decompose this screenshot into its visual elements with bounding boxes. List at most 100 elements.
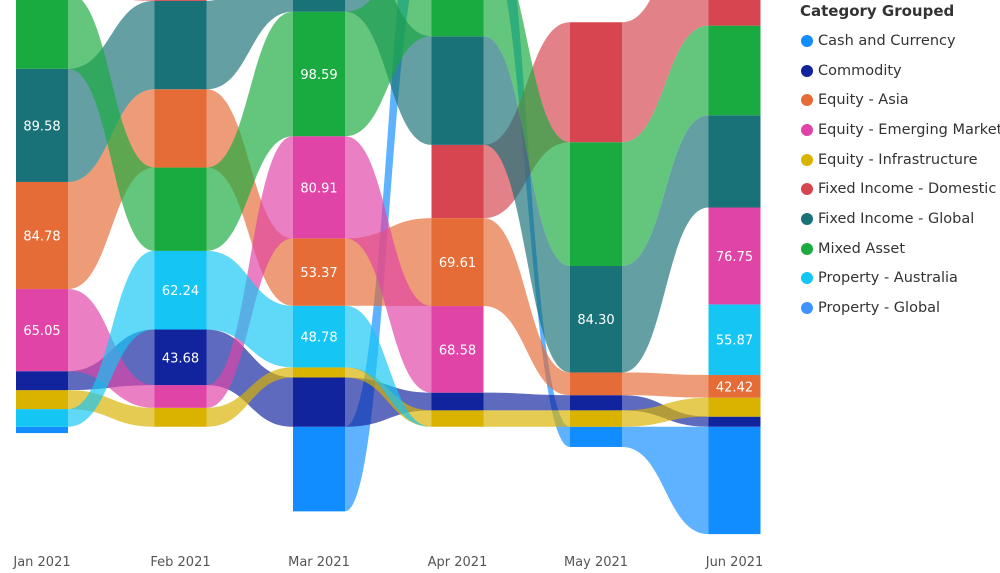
legend-label: Fixed Income - Global — [818, 210, 975, 227]
bar-equity-asia-jun-2021[interactable] — [708, 374, 761, 398]
bar-equity-emerging-markets-feb-2021[interactable] — [154, 385, 207, 408]
bar-mixed-asset-mar-2021[interactable] — [293, 11, 345, 137]
data-label-equity-asia: 42.42 — [716, 380, 753, 395]
bar-equity-infrastructure-feb-2021[interactable] — [154, 407, 207, 427]
bar-cash-and-currency-jan-2021[interactable] — [16, 426, 68, 434]
legend-label: Mixed Asset — [818, 240, 906, 257]
legend-label: Equity - Infrastructure — [818, 151, 978, 168]
ribbon-property-australia-2 — [206, 250, 293, 368]
ribbon-commodity-2 — [206, 329, 293, 427]
bar-mixed-asset-apr-2021[interactable] — [431, 0, 484, 37]
bar-cash-and-currency-jun-2021[interactable] — [708, 426, 761, 535]
legend-dot-icon — [801, 64, 813, 77]
x-tick-label: Feb 2021 — [150, 555, 210, 570]
legend-item-property-australia[interactable]: Property - Australia — [798, 264, 998, 294]
bar-fixed-income-global-jun-2021[interactable] — [708, 115, 761, 208]
ribbon-cash-and-currency-5 — [622, 426, 709, 535]
legend-dot-icon — [801, 34, 813, 47]
bar-cash-and-currency-may-2021[interactable] — [570, 426, 622, 447]
bar-fixed-income-global-may-2021[interactable] — [570, 265, 622, 373]
bar-equity-emerging-markets-jan-2021[interactable] — [16, 289, 68, 372]
bar-commodity-mar-2021[interactable] — [293, 377, 345, 427]
bar-property-australia-mar-2021[interactable] — [293, 305, 345, 368]
bar-cash-and-currency-mar-2021[interactable] — [293, 426, 345, 512]
bar-equity-asia-may-2021[interactable] — [570, 372, 622, 396]
legend-label: Property - Australia — [818, 270, 958, 287]
bar-mixed-asset-may-2021[interactable] — [570, 142, 622, 266]
legend-dot-icon — [801, 272, 813, 285]
legend-item-cash-and-currency[interactable]: Cash and Currency — [798, 26, 998, 56]
bar-mixed-asset-jan-2021[interactable] — [16, 0, 68, 69]
bar-equity-asia-jan-2021[interactable] — [16, 181, 68, 290]
legend-item-property-global[interactable]: Property - Global — [798, 293, 998, 323]
ribbon-fixed-income-global-4 — [483, 36, 570, 373]
bar-equity-asia-mar-2021[interactable] — [293, 238, 345, 306]
bar-mixed-asset-feb-2021[interactable] — [154, 167, 207, 251]
ribbon-chart: 89.58 84.78 65.05 62.24 43.68 98.59 80.91 53.37… — [12, 0, 763, 570]
data-label-equity-emerging-markets: 68.58 — [439, 343, 476, 358]
legend-item-fixed-income-global[interactable]: Fixed Income - Global — [798, 204, 998, 234]
legend-dot-icon — [801, 302, 813, 315]
ribbon-commodity-4 — [483, 392, 570, 411]
bar-commodity-jan-2021[interactable] — [16, 371, 68, 391]
bar-commodity-may-2021[interactable] — [570, 395, 622, 411]
ribbon-equity-asia-1 — [68, 89, 155, 290]
data-label-equity-emerging-markets: 65.05 — [23, 324, 60, 339]
bar-equity-emerging-markets-jun-2021[interactable] — [708, 207, 761, 305]
ribbon-fixed-income-domestic-5 — [622, 0, 709, 143]
data-label-property-australia: 48.78 — [300, 331, 337, 346]
bar-fixed-income-global-mar-2021[interactable] — [293, 0, 345, 12]
bar-commodity-apr-2021[interactable] — [431, 392, 484, 411]
legend-item-fixed-income-domestic[interactable]: Fixed Income - Domestic — [798, 174, 998, 204]
bar-commodity-jun-2021[interactable] — [708, 416, 761, 427]
ribbon-property-australia-3 — [345, 305, 432, 427]
legend-items: Cash and Currency Commodity Equity - Asia E… — [798, 26, 1000, 323]
legend-item-equity-asia[interactable]: Equity - Asia — [798, 85, 998, 115]
bar-equity-asia-apr-2021[interactable] — [431, 218, 484, 307]
ribbon-equity-infrastructure-5 — [622, 397, 709, 427]
legend-label: Equity - Asia — [818, 92, 909, 109]
ribbons-layer — [68, 0, 709, 535]
bar-equity-asia-feb-2021[interactable] — [154, 89, 207, 168]
bar-fixed-income-domestic-apr-2021[interactable] — [431, 144, 484, 219]
bar-mixed-asset-jun-2021[interactable] — [708, 25, 761, 116]
data-label-equity-emerging-markets: 76.75 — [716, 250, 753, 265]
bar-fixed-income-domestic-jun-2021[interactable] — [708, 0, 761, 26]
x-tick-label: May 2021 — [564, 555, 628, 570]
bar-fixed-income-domestic-feb-2021[interactable] — [154, 0, 207, 1]
data-labels-layer: 89.58 84.78 65.05 62.24 43.68 98.59 80.91 53.37… — [23, 68, 753, 395]
bar-equity-infrastructure-apr-2021[interactable] — [431, 410, 484, 427]
bar-property-australia-jun-2021[interactable] — [708, 304, 761, 375]
bar-property-australia-feb-2021[interactable] — [154, 250, 207, 330]
bar-equity-emerging-markets-mar-2021[interactable] — [293, 136, 345, 239]
bar-equity-infrastructure-jan-2021[interactable] — [16, 390, 68, 410]
bar-equity-emerging-markets-apr-2021[interactable] — [431, 306, 484, 393]
legend-item-commodity[interactable]: Commodity — [798, 56, 998, 86]
bar-fixed-income-global-feb-2021[interactable] — [154, 0, 207, 90]
bar-fixed-income-global-apr-2021[interactable] — [431, 36, 484, 145]
data-label-fixed-income-global: 89.58 — [23, 119, 60, 134]
legend-dot-icon — [801, 153, 813, 166]
ribbon-mixed-asset-2 — [206, 11, 293, 251]
bar-equity-infrastructure-mar-2021[interactable] — [293, 367, 345, 378]
bar-fixed-income-domestic-may-2021[interactable] — [570, 22, 622, 143]
x-axis: Jan 2021 Feb 2021 Mar 2021 Apr 2021 May 2021… — [12, 555, 763, 570]
ribbon-mixed-asset-5 — [622, 25, 709, 266]
bar-equity-infrastructure-jun-2021[interactable] — [708, 397, 761, 417]
bar-commodity-feb-2021[interactable] — [154, 329, 207, 386]
legend-item-equity-infrastructure[interactable]: Equity - Infrastructure — [798, 145, 998, 175]
x-tick-label: Jun 2021 — [705, 555, 764, 570]
bar-equity-infrastructure-may-2021[interactable] — [570, 410, 622, 427]
bar-fixed-income-global-jan-2021[interactable] — [16, 68, 68, 182]
ribbon-property-australia-1 — [68, 250, 155, 427]
legend-item-equity-emerging-markets[interactable]: Equity - Emerging Markets — [798, 115, 1000, 145]
legend-label: Equity - Emerging Markets — [818, 121, 1000, 138]
ribbon-equity-asia-5 — [622, 372, 709, 398]
legend-item-mixed-asset[interactable]: Mixed Asset — [798, 234, 998, 264]
legend-label: Fixed Income - Domestic — [818, 181, 997, 198]
ribbon-mixed-asset-4 — [483, 0, 570, 266]
ribbon-equity-infrastructure-4 — [483, 410, 570, 427]
bar-property-australia-jan-2021[interactable] — [16, 409, 68, 427]
ribbon-equity-infrastructure-2 — [206, 367, 293, 427]
legend-title: Category Grouped — [800, 2, 955, 20]
